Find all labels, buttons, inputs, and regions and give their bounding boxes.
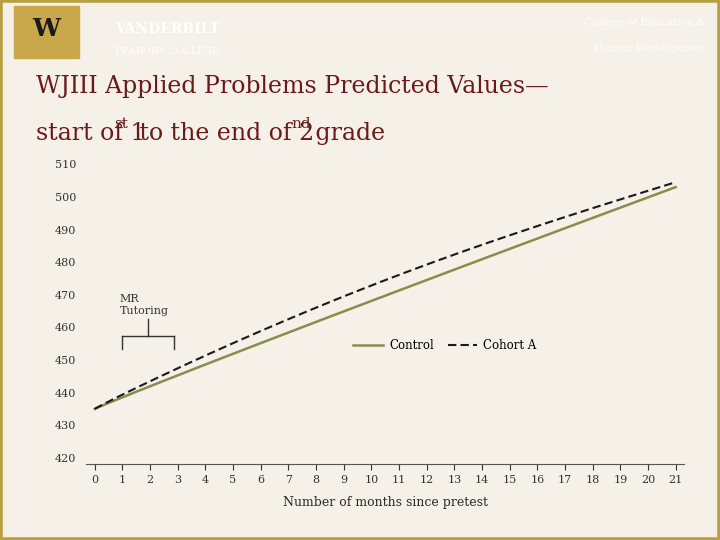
- Text: to the end of 2: to the end of 2: [132, 123, 314, 145]
- Text: nd: nd: [292, 117, 311, 131]
- Text: MR
Tutoring: MR Tutoring: [120, 294, 168, 316]
- Text: grade: grade: [308, 123, 385, 145]
- X-axis label: Number of months since pretest: Number of months since pretest: [283, 496, 487, 509]
- Text: start of 1: start of 1: [36, 123, 145, 145]
- Text: PEABODY COLLEGE: PEABODY COLLEGE: [115, 48, 219, 56]
- Text: College of Education &: College of Education &: [584, 18, 706, 27]
- Text: W: W: [32, 17, 61, 41]
- Bar: [14, 6, 79, 58]
- Text: Human Development: Human Development: [595, 44, 706, 53]
- Text: VANDERBILT: VANDERBILT: [115, 22, 220, 36]
- Text: st: st: [114, 117, 127, 131]
- Legend: Control, Cohort A: Control, Cohort A: [348, 334, 541, 356]
- Text: WJIII Applied Problems Predicted Values—: WJIII Applied Problems Predicted Values—: [36, 75, 549, 98]
